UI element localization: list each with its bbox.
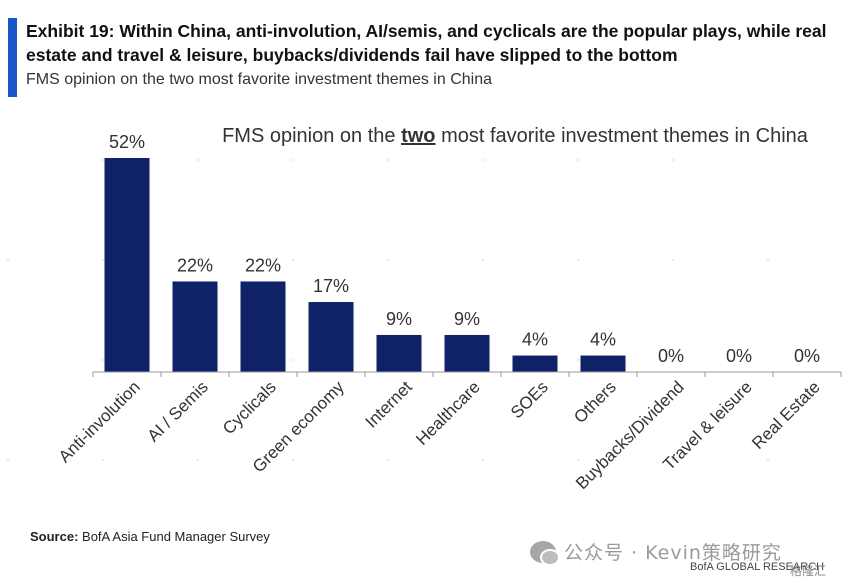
chart-title-part-2: most favorite investment themes in China <box>436 125 809 147</box>
grid-dot <box>672 459 674 461</box>
grid-dot <box>292 259 294 261</box>
value-label: 0% <box>726 346 752 366</box>
grid-dot <box>767 159 769 161</box>
grid-dot <box>197 159 199 161</box>
value-labels-group: 52% 22% 22% 17% 9% 9% 4% 4% 0% 0% 0% <box>109 132 820 366</box>
category-label: Anti-involution <box>55 377 144 466</box>
wechat-watermark: 公众号 · Kevin策略研究 <box>530 538 782 566</box>
value-label: 22% <box>177 255 213 275</box>
chart-title-emphasis: two <box>401 125 435 147</box>
category-label: SOEs <box>507 377 552 422</box>
grid-dot <box>387 159 389 161</box>
grid-dot <box>672 359 674 361</box>
source-label: Source: <box>30 529 79 544</box>
grid-dot <box>482 459 484 461</box>
exhibit-title: Exhibit 19: Within China, anti-involutio… <box>26 21 827 65</box>
grid-dot <box>577 359 579 361</box>
grid-dot <box>672 259 674 261</box>
bar <box>240 281 286 372</box>
grid-dot <box>387 459 389 461</box>
grid-dot <box>292 159 294 161</box>
category-label: AI / Semis <box>144 377 212 445</box>
bar <box>104 158 150 372</box>
grid-dot <box>7 459 9 461</box>
grid-dot <box>292 459 294 461</box>
bar <box>308 302 354 372</box>
grid-dot <box>767 259 769 261</box>
category-label: Real Estate <box>748 377 824 453</box>
x-axis-ticks <box>92 372 842 377</box>
grid-dot <box>102 159 104 161</box>
value-label: 0% <box>658 346 684 366</box>
brand-logo: BofA GLOBAL RESEARCH <box>690 561 825 573</box>
category-label: Cyclicals <box>219 377 280 438</box>
grid-dot <box>482 159 484 161</box>
source-note: Source: BofA Asia Fund Manager Survey <box>30 529 270 544</box>
source-text: BofA Asia Fund Manager Survey <box>82 529 270 544</box>
bars-group <box>104 158 626 372</box>
grid-dot <box>767 359 769 361</box>
value-label: 9% <box>386 309 412 329</box>
grid-dot <box>102 259 104 261</box>
value-label: 9% <box>454 309 480 329</box>
bar <box>512 355 558 372</box>
wechat-icon <box>530 541 560 566</box>
grid-dot <box>767 459 769 461</box>
grid-dot <box>7 359 9 361</box>
grid-dot <box>292 359 294 361</box>
grid-dot <box>672 159 674 161</box>
value-label: 4% <box>522 330 548 350</box>
title-accent-bar <box>8 18 17 97</box>
grid-dot <box>102 359 104 361</box>
value-label: 4% <box>590 330 616 350</box>
grid-dot <box>197 259 199 261</box>
value-label: 22% <box>245 255 281 275</box>
grid-dot <box>7 159 9 161</box>
grid-dot <box>577 159 579 161</box>
grid-dot <box>482 259 484 261</box>
grid-dot <box>577 459 579 461</box>
category-label: Healthcare <box>412 377 484 449</box>
watermark-text: 公众号 · Kevin策略研究 <box>564 542 782 564</box>
bar <box>444 334 490 372</box>
bar <box>172 281 218 372</box>
value-label: 17% <box>313 276 349 296</box>
bar <box>376 334 422 372</box>
exhibit-subtitle: FMS opinion on the two most favorite inv… <box>26 71 492 88</box>
bar-chart: FMS opinion on the two most favorite inv… <box>7 125 842 493</box>
corner-logo: 格隆汇 <box>790 564 827 578</box>
category-label: Internet <box>362 377 416 431</box>
bar <box>580 355 626 372</box>
category-labels-group: Anti-involution AI / Semis CyclicalsGreen … <box>55 377 824 493</box>
category-label: Others <box>570 377 620 427</box>
grid-dot <box>577 259 579 261</box>
value-label: 52% <box>109 132 145 152</box>
grid-dot <box>387 259 389 261</box>
chart-title: FMS opinion on the two most favorite inv… <box>222 125 809 147</box>
grid-dot <box>7 259 9 261</box>
value-label: 0% <box>794 346 820 366</box>
grid-dot <box>197 459 199 461</box>
grid-dot <box>102 459 104 461</box>
chart-title-part-1: FMS opinion on the <box>222 125 401 147</box>
